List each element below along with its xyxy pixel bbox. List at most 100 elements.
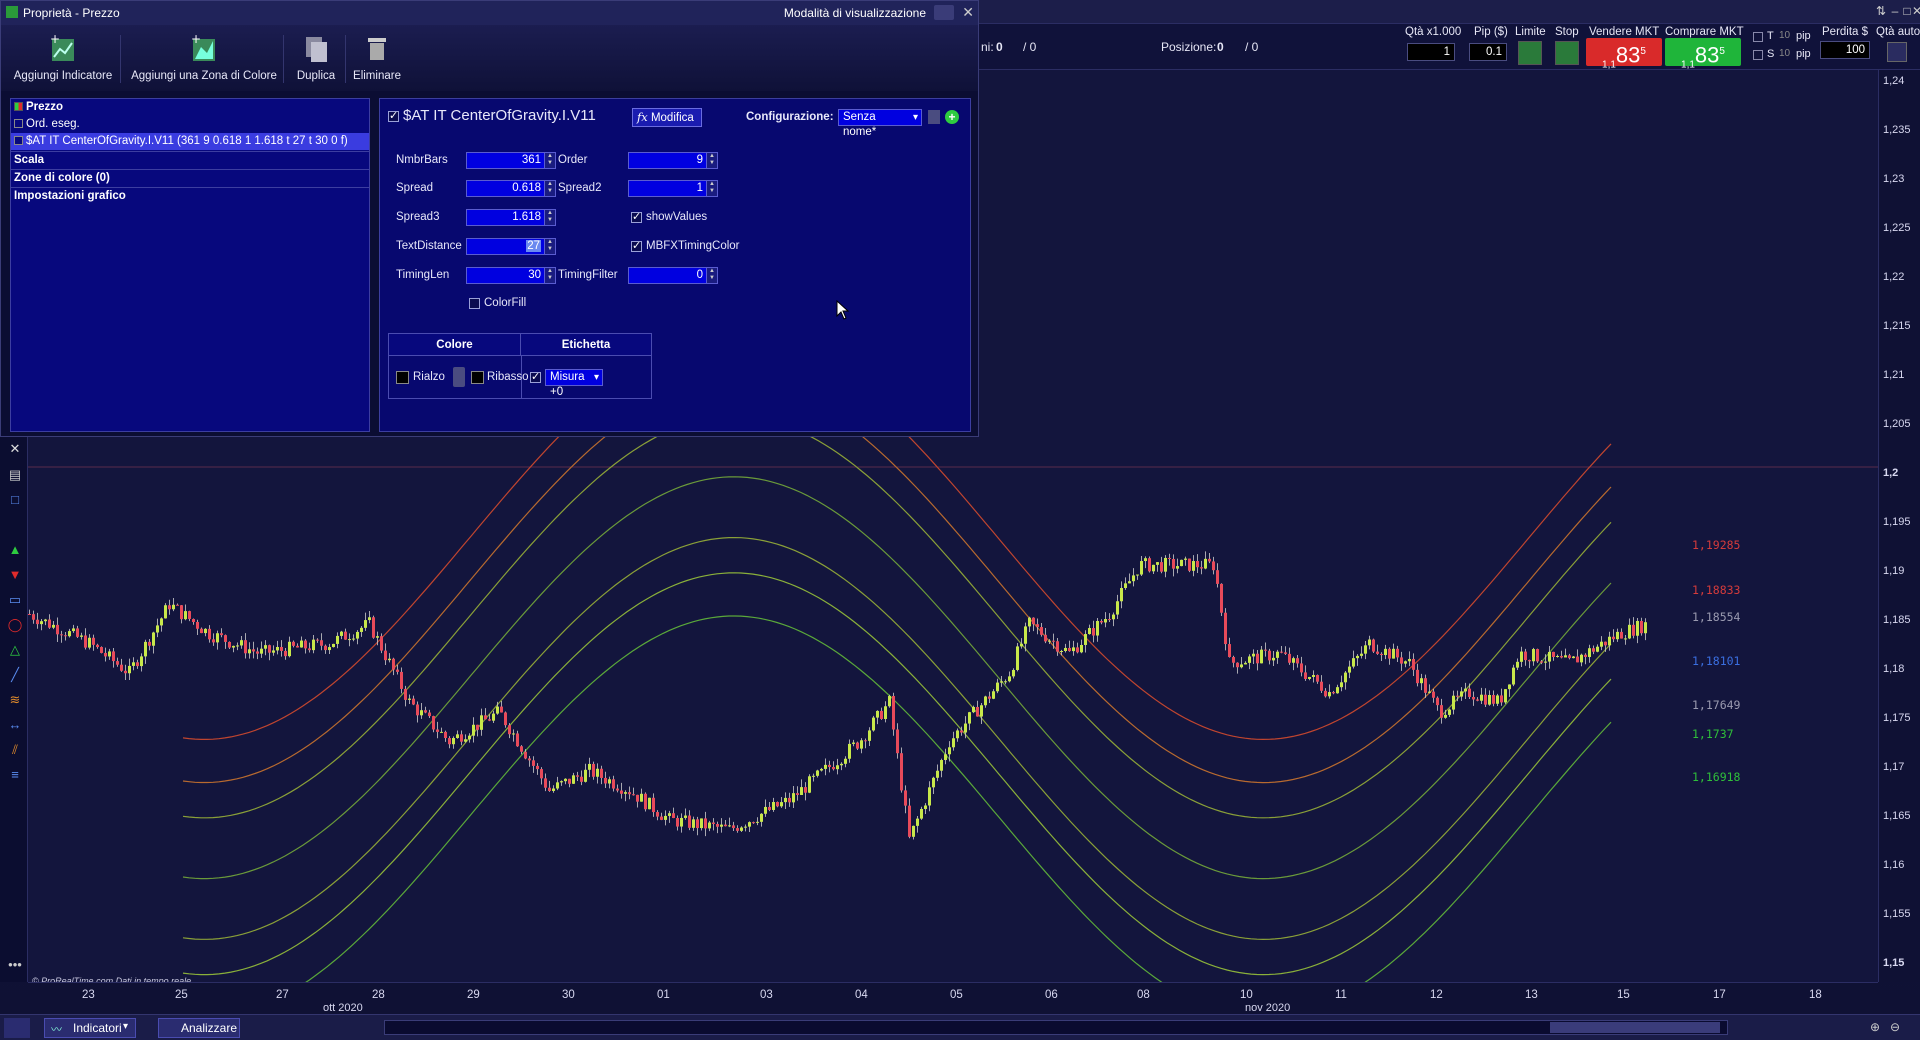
spinner-icon[interactable]: ▲ ▼: [706, 153, 717, 168]
analyze-button[interactable]: Analizzare: [158, 1018, 240, 1038]
showvalues-checkbox[interactable]: [631, 210, 642, 223]
fall-color-swatch[interactable]: [471, 371, 484, 384]
candle-body: [872, 717, 875, 731]
minimize-icon[interactable]: –: [1891, 4, 1899, 18]
view-mode-icon[interactable]: [934, 5, 954, 20]
band-value-label: 1,18101: [1692, 654, 1741, 668]
sync-icon[interactable]: ⇅: [1875, 4, 1887, 18]
measure-select[interactable]: Misura +0: [545, 369, 603, 398]
spinner-icon[interactable]: ▲ ▼: [544, 181, 555, 196]
candle-body: [828, 764, 831, 768]
triangle-tool-icon[interactable]: △: [10, 642, 20, 657]
modify-button[interactable]: fx Modifica: [632, 108, 702, 127]
close-window-icon[interactable]: ✕: [1912, 4, 1920, 18]
rectangle-tool-icon[interactable]: ▭: [8, 592, 22, 607]
buy-market-button[interactable]: 1,1835: [1665, 38, 1741, 71]
channel-tool-icon[interactable]: ⫽: [12, 742, 18, 757]
tree-item-price[interactable]: Prezzo: [11, 99, 369, 116]
timeline-scrollbar[interactable]: [384, 1020, 1728, 1035]
spread-value: 0.618: [512, 182, 541, 194]
buy-arrow-icon[interactable]: ▲: [8, 542, 22, 557]
qty-input[interactable]: 1: [1407, 43, 1455, 61]
spinner-icon[interactable]: ▲ ▼: [706, 181, 717, 196]
trash-icon[interactable]: ▤: [8, 467, 22, 482]
ellipse-tool-icon[interactable]: ◯: [7, 617, 23, 632]
candle-body: [1464, 688, 1467, 692]
share-icon[interactable]: [138, 1018, 156, 1038]
tree-item-chart-settings[interactable]: Impostazioni grafico: [11, 187, 369, 204]
price-tick-label: 1,2: [1883, 467, 1899, 479]
dialog-title-bar[interactable]: Proprietà - Prezzo Modalità di visualizz…: [1, 1, 978, 25]
more-tools-icon[interactable]: •••: [8, 957, 22, 972]
measure-checkbox[interactable]: [530, 370, 541, 383]
add-config-icon[interactable]: +: [945, 110, 959, 124]
chart-type-icon[interactable]: [4, 1018, 30, 1038]
candle-body: [760, 813, 763, 822]
spinner-icon[interactable]: ▲ ▼: [706, 268, 717, 283]
candle-body: [500, 706, 503, 713]
spread3-input[interactable]: 1.618 ▲ ▼: [466, 209, 556, 226]
fibonacci-tool-icon[interactable]: ≋: [9, 692, 21, 707]
trendline-tool-icon[interactable]: ╱: [11, 667, 19, 682]
timinglen-input[interactable]: 30 ▲ ▼: [466, 267, 556, 284]
mbfx-checkbox[interactable]: [631, 239, 642, 252]
tree-item-indicator[interactable]: $AT IT CenterOfGravity.I.V11 (361 9 0.61…: [11, 133, 369, 150]
order-input[interactable]: 9 ▲ ▼: [628, 152, 718, 169]
candle-body: [1620, 631, 1623, 639]
candle-body: [1480, 694, 1483, 701]
loss-input[interactable]: 100: [1820, 41, 1870, 59]
duplicate-button[interactable]: Duplica: [291, 33, 341, 82]
limit-button[interactable]: [1518, 41, 1542, 65]
price-axis[interactable]: 1,24 1,235 1,23 1,225 1,22 1,215 1,21 1,205 1,2 1…: [1878, 70, 1920, 982]
zoom-out-icon[interactable]: ⊖: [1890, 1020, 1901, 1034]
stop-button[interactable]: [1555, 41, 1579, 65]
indicator-enabled-checkbox[interactable]: [388, 109, 399, 122]
colorfill-checkbox[interactable]: [469, 298, 480, 309]
measure-tool-icon[interactable]: ↔: [8, 717, 22, 732]
link-colors-icon[interactable]: [453, 367, 465, 387]
rise-color-swatch[interactable]: [396, 371, 409, 384]
candle-body: [1116, 601, 1119, 615]
spinner-icon[interactable]: ▲ ▼: [544, 268, 555, 283]
sell-arrow-icon[interactable]: ▼: [8, 567, 22, 582]
spinner-icon[interactable]: ▲ ▼: [544, 239, 555, 254]
save-config-icon[interactable]: [928, 110, 940, 124]
time-axis[interactable]: 23 25 27 28 29 30 01 03 04 05 06 08 10 11 12 13 15 17 18 ot…: [28, 982, 1878, 1014]
spread2-input[interactable]: 1 ▲ ▼: [628, 180, 718, 197]
t-checkbox[interactable]: [1753, 32, 1763, 42]
config-select[interactable]: Senza nome*: [838, 109, 922, 138]
sell-market-button[interactable]: 1,1835: [1586, 38, 1662, 71]
gravity-band-line: [182, 380, 1612, 784]
s-checkbox[interactable]: [1753, 50, 1763, 60]
candle-body: [1332, 692, 1335, 694]
pip-input[interactable]: 0.1: [1469, 43, 1507, 61]
timingfilter-input[interactable]: 0 ▲ ▼: [628, 267, 718, 284]
rectangle-select-icon[interactable]: □: [11, 492, 19, 507]
nmbrbars-input[interactable]: 361 ▲ ▼: [466, 152, 556, 169]
indicators-button[interactable]: 〰 Indicatori ▾: [44, 1018, 136, 1038]
tree-orders-label: Ord. eseg.: [26, 118, 80, 130]
spinner-icon[interactable]: ▲ ▼: [544, 153, 555, 168]
zoom-in-icon[interactable]: ⊕: [1870, 1020, 1881, 1034]
tree-item-color-zones[interactable]: Zone di colore (0): [11, 169, 369, 186]
text-tool-icon[interactable]: ≡: [11, 767, 19, 782]
view-mode-label[interactable]: Modalità di visualizzazione: [783, 6, 926, 20]
auto-qty-button[interactable]: [1887, 42, 1907, 62]
spread-input[interactable]: 0.618 ▲ ▼: [466, 180, 556, 197]
scrollbar-thumb[interactable]: [1550, 1022, 1720, 1033]
tree-item-scale[interactable]: Scala: [11, 151, 369, 168]
candle-body: [92, 637, 95, 645]
add-color-zone-button[interactable]: + Aggiungi una Zona di Colore: [129, 32, 279, 82]
candle-body: [136, 662, 139, 667]
textdistance-input[interactable]: 27 ▲ ▼: [466, 238, 556, 255]
add-indicator-button[interactable]: + Aggiungi Indicatore: [13, 32, 113, 82]
delete-button[interactable]: Eliminare: [349, 33, 405, 82]
candle-body: [1092, 628, 1095, 636]
candle-body: [580, 776, 583, 782]
candle-body: [844, 758, 847, 764]
maximize-icon[interactable]: □: [1903, 4, 1911, 18]
tree-item-orders[interactable]: Ord. eseg.: [11, 116, 369, 133]
spinner-icon[interactable]: ▲ ▼: [544, 210, 555, 225]
close-dialog-icon[interactable]: ✕: [962, 4, 974, 20]
tools-icon[interactable]: ✕: [9, 441, 21, 456]
